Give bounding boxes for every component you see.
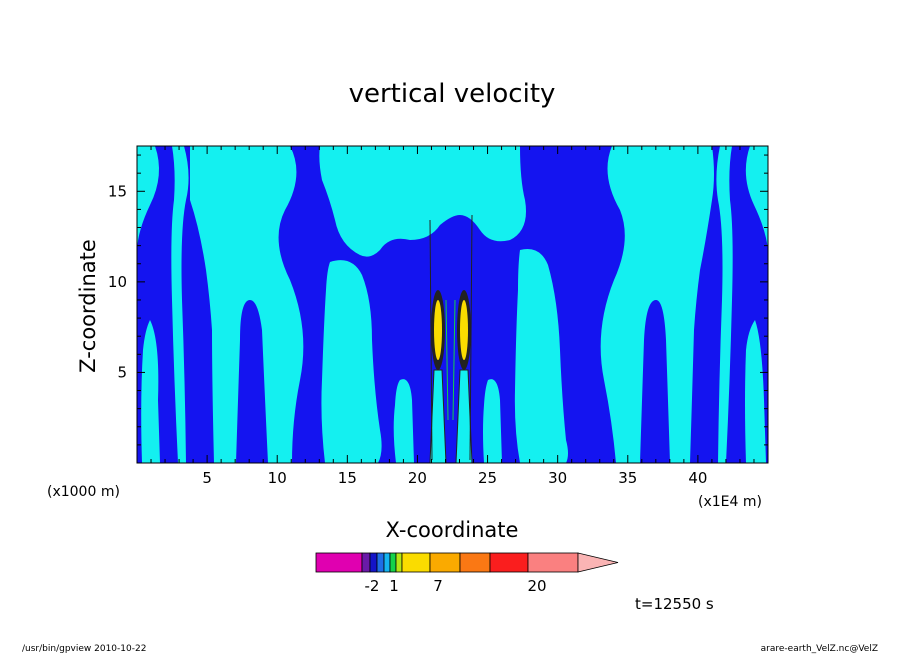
x-tick-label: 40 — [688, 469, 707, 487]
footer-left: /usr/bin/gpview 2010-10-22 — [22, 644, 146, 654]
colorbar-segment — [395, 552, 403, 573]
updraft-cores — [429, 214, 473, 463]
x-tick-label: 10 — [268, 469, 287, 487]
x-tick-label: 35 — [618, 469, 637, 487]
footer-right: arare-earth_VelZ.nc@VelZ — [761, 644, 878, 654]
x-tick-label: 5 — [202, 469, 212, 487]
contour-region — [600, 146, 714, 463]
contour-region — [137, 146, 159, 250]
core-contour-line — [452, 299, 456, 421]
contour-region — [171, 146, 189, 463]
y-tick-label: 10 — [108, 273, 127, 291]
colorbar-tick-label: 20 — [527, 577, 546, 595]
colorbar-segment — [389, 552, 397, 573]
weak-updraft-regions — [137, 146, 768, 463]
chart-title: vertical velocity — [349, 79, 556, 109]
contour-region — [393, 379, 414, 463]
colorbar-tick-labels: -2 1 7 20 — [365, 577, 547, 595]
core-contour-line — [469, 214, 473, 461]
core-inner — [434, 300, 442, 360]
plot-area — [137, 146, 768, 463]
contour-region — [483, 379, 502, 463]
time-label: t=12550 s — [635, 595, 714, 613]
x-unit-label: (x1E4 m) — [698, 494, 762, 510]
x-tick-label: 30 — [548, 469, 567, 487]
y-axis-label: Z-coordinate — [76, 239, 100, 373]
colorbar-segment — [401, 552, 431, 573]
y-tick-label: 5 — [117, 363, 127, 381]
contour-region — [319, 146, 526, 257]
y-unit-label: (x1000 m) — [47, 484, 120, 500]
core-inner — [460, 300, 468, 360]
colorbar-segment — [315, 552, 363, 573]
core-contour-line — [429, 219, 433, 461]
core-stem — [455, 369, 473, 463]
contour-region — [514, 249, 568, 463]
x-tick-label: 20 — [408, 469, 427, 487]
colorbar-segment — [527, 552, 579, 573]
contour-region — [716, 146, 733, 463]
x-axis: 5 10 15 20 25 30 35 40 — [150, 146, 755, 487]
contour-region — [745, 320, 766, 463]
y-tick-label: 15 — [108, 182, 127, 200]
contour-region — [321, 260, 382, 463]
x-tick-label: 15 — [338, 469, 357, 487]
plot-frame — [136, 145, 769, 464]
colorbar-tick-label: -2 — [365, 577, 380, 595]
colorbar-segment — [361, 552, 371, 573]
contour-region — [190, 146, 304, 463]
core-contour-line — [445, 299, 449, 421]
colorbar-extend-arrow — [577, 552, 619, 573]
contour-region — [745, 146, 768, 250]
x-axis-label: X-coordinate — [386, 518, 519, 542]
colorbar-segment — [429, 552, 461, 573]
contour-region — [141, 320, 160, 463]
colorbar-segment — [489, 552, 529, 573]
colorbar-segment — [369, 552, 378, 573]
colorbar-segment — [376, 552, 385, 573]
colorbar-segment — [383, 552, 391, 573]
colorbar-tick-label: 7 — [433, 577, 443, 595]
y-axis: 5 10 15 — [108, 154, 768, 446]
x-tick-label: 25 — [478, 469, 497, 487]
colorbar-segment — [459, 552, 491, 573]
colorbar-tick-label: 1 — [389, 577, 399, 595]
colorbar — [315, 552, 619, 573]
